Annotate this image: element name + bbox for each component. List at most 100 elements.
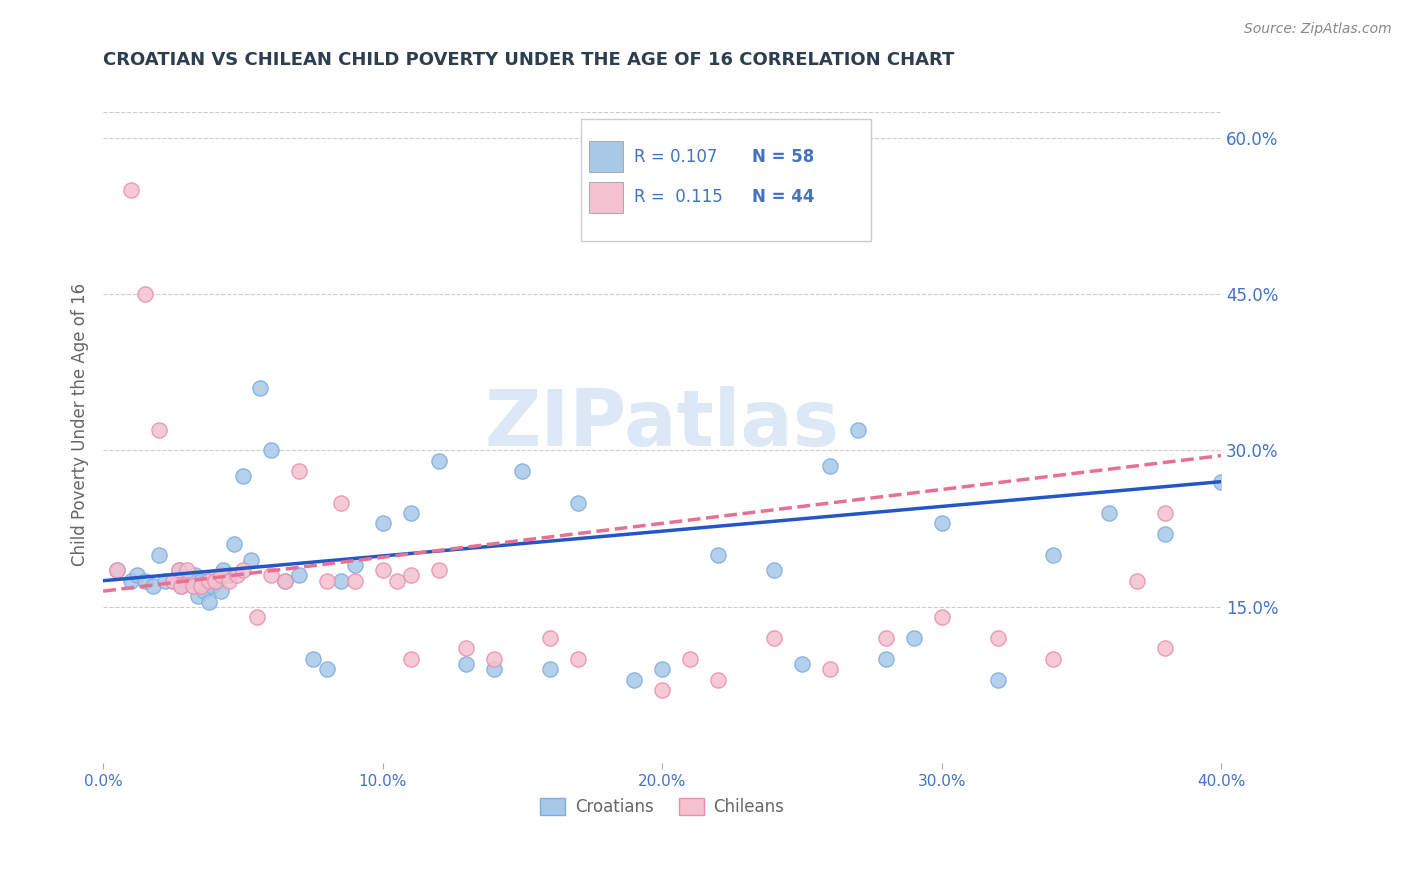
Point	[1154, 526, 1177, 541]
Point	[288, 568, 311, 582]
Point	[176, 563, 198, 577]
Point	[427, 454, 450, 468]
Point	[762, 563, 785, 577]
Point	[1098, 506, 1121, 520]
Point	[226, 568, 249, 582]
Point	[301, 652, 323, 666]
Point	[274, 574, 297, 588]
Bar	[581, 120, 872, 242]
Point	[538, 662, 561, 676]
Text: R = 0.107: R = 0.107	[634, 148, 717, 166]
Point	[790, 657, 813, 671]
Point	[385, 574, 408, 588]
Point	[204, 574, 226, 588]
Point	[329, 574, 352, 588]
Point	[198, 594, 221, 608]
Point	[818, 662, 841, 676]
Point	[134, 574, 156, 588]
Point	[1126, 574, 1149, 588]
Point	[707, 548, 730, 562]
Point	[212, 563, 235, 577]
Point	[232, 469, 254, 483]
Point	[707, 673, 730, 687]
Point	[209, 584, 232, 599]
Point	[246, 610, 269, 624]
Point	[134, 287, 156, 301]
Point	[329, 495, 352, 509]
Point	[875, 631, 897, 645]
Point	[1042, 652, 1064, 666]
Point	[762, 631, 785, 645]
Point	[875, 652, 897, 666]
Point	[195, 574, 218, 588]
Text: N = 44: N = 44	[752, 188, 814, 206]
Point	[148, 548, 170, 562]
Point	[371, 516, 394, 531]
Point	[651, 662, 673, 676]
Bar	[589, 142, 623, 172]
Point	[240, 553, 263, 567]
Point	[846, 423, 869, 437]
Point	[193, 584, 215, 599]
Point	[986, 631, 1008, 645]
Point	[167, 563, 190, 577]
Point	[623, 673, 645, 687]
Text: ZIPatlas: ZIPatlas	[485, 386, 839, 462]
Point	[198, 574, 221, 588]
Point	[209, 568, 232, 582]
Text: Source: ZipAtlas.com: Source: ZipAtlas.com	[1244, 22, 1392, 37]
Point	[249, 381, 271, 395]
Text: R =  0.115: R = 0.115	[634, 188, 723, 206]
Point	[288, 464, 311, 478]
Point	[184, 568, 207, 582]
Point	[201, 579, 224, 593]
Point	[162, 574, 184, 588]
Point	[512, 464, 534, 478]
Point	[170, 579, 193, 593]
Bar	[589, 182, 623, 212]
Point	[181, 579, 204, 593]
Point	[170, 579, 193, 593]
Point	[371, 563, 394, 577]
Text: CROATIAN VS CHILEAN CHILD POVERTY UNDER THE AGE OF 16 CORRELATION CHART: CROATIAN VS CHILEAN CHILD POVERTY UNDER …	[103, 51, 955, 69]
Point	[260, 568, 283, 582]
Point	[190, 579, 212, 593]
Point	[207, 574, 229, 588]
Point	[142, 579, 165, 593]
Point	[176, 574, 198, 588]
Point	[218, 568, 240, 582]
Point	[538, 631, 561, 645]
Point	[181, 574, 204, 588]
Point	[399, 652, 422, 666]
Point	[120, 574, 142, 588]
Y-axis label: Child Poverty Under the Age of 16: Child Poverty Under the Age of 16	[72, 283, 89, 566]
Point	[931, 516, 953, 531]
Point	[399, 568, 422, 582]
Point	[343, 574, 366, 588]
Point	[1154, 641, 1177, 656]
Point	[931, 610, 953, 624]
Point	[190, 574, 212, 588]
Point	[224, 537, 246, 551]
Point	[1154, 506, 1177, 520]
Point	[105, 563, 128, 577]
Point	[153, 574, 176, 588]
Point	[1211, 475, 1233, 489]
Point	[567, 652, 589, 666]
Point	[218, 574, 240, 588]
Point	[274, 574, 297, 588]
Point	[456, 657, 478, 671]
Point	[148, 423, 170, 437]
Point	[651, 683, 673, 698]
Point	[187, 590, 209, 604]
Text: N = 58: N = 58	[752, 148, 814, 166]
Point	[456, 641, 478, 656]
Legend: Croatians, Chileans: Croatians, Chileans	[533, 791, 792, 822]
Point	[903, 631, 925, 645]
Point	[120, 183, 142, 197]
Point	[162, 574, 184, 588]
Point	[484, 662, 506, 676]
Point	[986, 673, 1008, 687]
Point	[105, 563, 128, 577]
Point	[232, 563, 254, 577]
